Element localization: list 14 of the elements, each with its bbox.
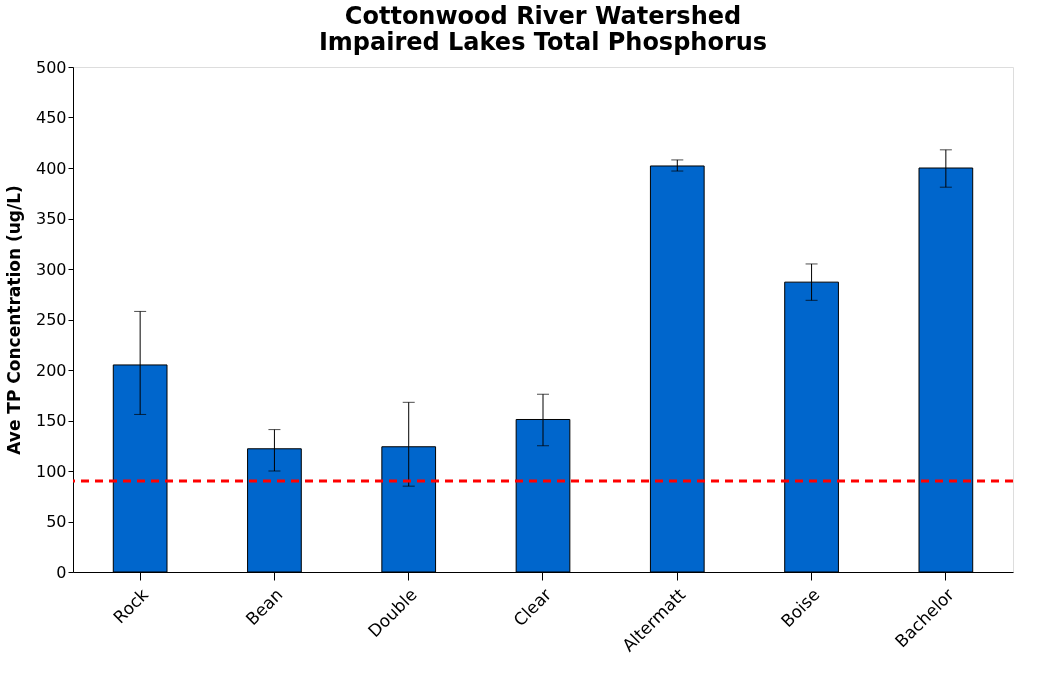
- y-tick-label: 250: [35, 310, 67, 329]
- text: Impaired Lakes Total Phosphorus: [318, 28, 768, 56]
- y-tick-label: 200: [35, 360, 67, 380]
- y-tick-label: 100: [35, 461, 67, 481]
- y-tick-label: 50: [46, 512, 67, 531]
- text: Cottonwood River Watershed: [344, 2, 742, 30]
- y-tick-label: 0: [56, 562, 67, 582]
- y-tick-label: 300: [35, 259, 67, 279]
- y-tick-label: 350: [35, 209, 67, 228]
- y-tick-label: 150: [35, 411, 67, 430]
- y-tick-label: 400: [35, 158, 67, 178]
- y-axis-title: Ave TP Concentration (ug/L): [3, 185, 24, 455]
- y-tick-label: 450: [35, 108, 67, 127]
- y-tick-label: 500: [35, 57, 67, 77]
